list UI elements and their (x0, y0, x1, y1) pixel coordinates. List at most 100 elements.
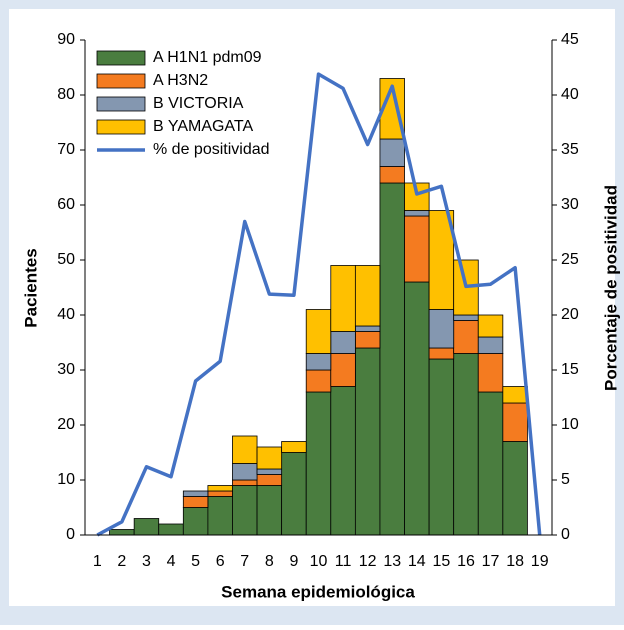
bar (256, 474, 283, 486)
bar (305, 309, 332, 354)
y-tick-label: 70 (57, 141, 75, 158)
bar (502, 441, 528, 536)
x-tick-label: 19 (531, 553, 549, 570)
y-tick-label: 30 (57, 361, 75, 378)
x-tick-label: 9 (289, 553, 298, 570)
y2-tick-label: 10 (561, 416, 579, 433)
bar (232, 435, 258, 464)
bar (453, 320, 479, 354)
bar (330, 265, 356, 332)
bar (109, 529, 135, 536)
bar (404, 210, 430, 217)
legend-swatch (96, 50, 146, 66)
bar (182, 507, 209, 536)
bar (232, 485, 258, 536)
bar (182, 490, 209, 497)
legend-label: A H3N2 (153, 72, 208, 89)
legend-label: B VICTORIA (153, 95, 244, 112)
bar (330, 331, 356, 354)
bar (354, 347, 381, 536)
bar (477, 336, 504, 354)
y2-tick-label: 35 (561, 141, 579, 158)
bar (207, 485, 233, 492)
x-tick-label: 6 (216, 553, 225, 570)
x-tick-label: 13 (383, 553, 401, 570)
y-tick-label: 90 (57, 31, 75, 48)
y2-axis-label: Porcentaje de positividad (601, 185, 620, 391)
y2-tick-label: 20 (561, 306, 579, 323)
y2-tick-label: 45 (561, 31, 579, 48)
line (96, 72, 542, 537)
bar (330, 386, 356, 536)
y2-tick-label: 30 (561, 196, 579, 213)
x-tick-label: 3 (142, 553, 151, 570)
y-tick-label: 80 (57, 86, 75, 103)
bar (256, 446, 283, 470)
bar (477, 391, 504, 536)
bar (379, 182, 405, 536)
x-tick-label: 8 (265, 553, 274, 570)
bar (502, 402, 528, 442)
bar (256, 468, 283, 475)
bar (404, 281, 430, 536)
bar (502, 386, 528, 404)
legend-swatch (96, 119, 146, 135)
bar (477, 353, 504, 393)
x-tick-label: 7 (240, 553, 249, 570)
x-tick-label: 10 (310, 553, 328, 570)
y2-tick-label: 15 (561, 361, 579, 378)
x-tick-label: 14 (408, 553, 426, 570)
bar (354, 265, 381, 327)
y-tick-label: 20 (57, 416, 75, 433)
y-tick-label: 40 (57, 306, 75, 323)
bar (305, 353, 332, 371)
bar (256, 485, 283, 536)
y2-tick-label: 0 (561, 526, 570, 543)
bar (379, 166, 405, 184)
y-tick-label: 0 (66, 526, 75, 543)
x-tick-label: 4 (167, 553, 176, 570)
bar (428, 347, 455, 360)
bar (207, 496, 233, 536)
bar (477, 314, 504, 338)
legend-swatch (96, 96, 146, 112)
y-tick-label: 10 (57, 471, 75, 488)
x-tick-label: 2 (117, 553, 126, 570)
bar (428, 358, 455, 536)
bar (453, 353, 479, 536)
bar (305, 391, 332, 536)
y2-tick-label: 40 (561, 86, 579, 103)
bar (354, 325, 381, 332)
bar (232, 479, 258, 486)
bar (330, 353, 356, 387)
bar (305, 369, 332, 393)
bar (428, 309, 455, 349)
legend-label: B YAMAGATA (153, 118, 254, 135)
bar (232, 463, 258, 481)
x-tick-label: 17 (482, 553, 500, 570)
bar (133, 518, 160, 536)
x-tick-label: 18 (506, 553, 524, 570)
y2-tick-label: 5 (561, 471, 570, 488)
bar (379, 138, 405, 167)
y-tick-label: 60 (57, 196, 75, 213)
y2-tick-label: 25 (561, 251, 579, 268)
x-tick-label: 11 (335, 553, 352, 570)
x-tick-label: 5 (191, 553, 200, 570)
bar (158, 523, 184, 536)
x-tick-label: 12 (359, 553, 377, 570)
x-tick-label: 16 (457, 553, 475, 570)
bar (281, 452, 307, 536)
legend-label: % de positividad (153, 141, 270, 158)
legend-label: A H1N1 pdm09 (153, 49, 262, 66)
legend-swatch (96, 73, 146, 89)
bar (354, 331, 381, 349)
y-axis-label: Pacientes (21, 248, 40, 327)
y-tick-label: 50 (57, 251, 75, 268)
bar (404, 215, 430, 283)
bar (281, 441, 307, 453)
bar (453, 314, 479, 321)
x-tick-label: 1 (93, 553, 102, 570)
bar (182, 496, 209, 508)
